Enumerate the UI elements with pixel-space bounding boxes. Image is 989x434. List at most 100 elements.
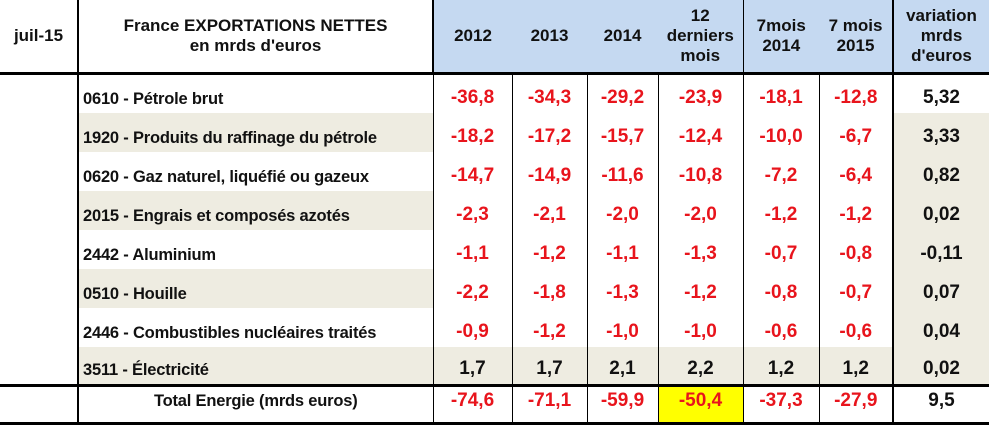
value-cell: -0,8: [743, 268, 820, 308]
total-value-cell: -59,9: [587, 384, 659, 425]
value-cell: -1,2: [512, 229, 588, 269]
variation-cell: 0,07: [892, 268, 989, 308]
date-cell: [0, 112, 79, 152]
title-header: France EXPORTATIONS NETTES en mrds d'eur…: [78, 0, 434, 75]
column-header-line: 7 mois: [828, 16, 883, 35]
value-cell: 2,2: [658, 346, 744, 386]
value-cell: -1,3: [658, 229, 744, 269]
date-header: juil-15: [0, 0, 79, 75]
table-row: 0510 - Houille -2,2 -1,8 -1,3 -1,2 -0,8 -0,7 0,…: [0, 268, 989, 308]
table-row: 0620 - Gaz naturel, liquéfié ou gazeux -1…: [0, 151, 989, 191]
row-label: 2446 - Combustibles nucléaires traités: [78, 307, 434, 347]
value-cell: -14,7: [433, 151, 513, 191]
value-cell: -23,9: [658, 73, 744, 113]
total-value-cell: -71,1: [512, 384, 588, 425]
value-cell: -0,6: [743, 307, 820, 347]
row-label: 0610 - Pétrole brut: [78, 73, 434, 113]
column-header-line: d'euros: [911, 46, 972, 65]
value-cell: -1,2: [819, 190, 894, 230]
row-label: 0510 - Houille: [78, 268, 434, 308]
table-row: 3511 - Électricité 1,7 1,7 2,1 2,2 1,2 1,2 0,02: [0, 346, 989, 386]
value-cell: -10,8: [658, 151, 744, 191]
total-value-cell: -50,4: [658, 384, 744, 425]
value-cell: -0,6: [819, 307, 894, 347]
total-row: Total Energie (mrds euros) -74,6 -71,1 -59,…: [0, 384, 989, 425]
value-cell: -1,1: [433, 229, 513, 269]
date-cell: [0, 307, 79, 347]
variation-cell: 5,32: [892, 73, 989, 113]
column-header-line: 2014: [603, 26, 642, 45]
column-header-line: 7mois: [756, 16, 806, 35]
value-cell: -2,0: [658, 190, 744, 230]
value-cell: 1,2: [743, 346, 820, 386]
column-header: 2012: [433, 0, 512, 75]
value-cell: -36,8: [433, 73, 513, 113]
date-cell: [0, 73, 79, 113]
variation-cell: -0,11: [892, 229, 989, 269]
row-label: 1920 - Produits du raffinage du pétrole: [78, 112, 434, 152]
value-cell: -1,0: [587, 307, 659, 347]
column-header: 2013: [512, 0, 587, 75]
value-cell: -6,7: [819, 112, 894, 152]
value-cell: -0,8: [819, 229, 894, 269]
value-cell: -17,2: [512, 112, 588, 152]
column-header: variation mrds d'euros: [892, 0, 989, 75]
date-cell: [0, 346, 79, 386]
total-label: Total Energie (mrds euros): [78, 384, 434, 425]
table-row: 2446 - Combustibles nucléaires traités -0…: [0, 307, 989, 347]
variation-cell: 0,02: [892, 190, 989, 230]
column-header-line: 2014: [762, 36, 801, 55]
value-cell: -15,7: [587, 112, 659, 152]
column-header-line: 12: [690, 6, 710, 25]
value-cell: -18,1: [743, 73, 820, 113]
column-header: 7 mois 2015: [819, 0, 894, 75]
date-cell: [0, 190, 79, 230]
value-cell: -1,3: [587, 268, 659, 308]
title-line-1: France EXPORTATIONS NETTES: [123, 16, 388, 35]
column-header: 7mois 2014: [743, 0, 819, 75]
total-variation-cell: 9,5: [892, 384, 989, 425]
title-line-2: en mrds d'euros: [189, 36, 322, 55]
value-cell: -12,8: [819, 73, 894, 113]
header-row: juil-15 France EXPORTATIONS NETTES en mr…: [0, 0, 989, 75]
value-cell: -1,2: [658, 268, 744, 308]
column-header-line: mrds: [920, 26, 963, 45]
value-cell: -1,2: [743, 190, 820, 230]
total-value-cell: -74,6: [433, 384, 513, 425]
value-cell: -0,7: [819, 268, 894, 308]
variation-cell: 0,82: [892, 151, 989, 191]
total-value-cell: -27,9: [819, 384, 894, 425]
value-cell: -0,9: [433, 307, 513, 347]
row-label: 0620 - Gaz naturel, liquéfié ou gazeux: [78, 151, 434, 191]
value-cell: -1,8: [512, 268, 588, 308]
value-cell: -0,7: [743, 229, 820, 269]
date-cell: [0, 384, 79, 425]
value-cell: 1,7: [512, 346, 588, 386]
table-row: 2442 - Aluminium -1,1 -1,2 -1,1 -1,3 -0,7 -0,8…: [0, 229, 989, 269]
value-cell: -2,0: [587, 190, 659, 230]
value-cell: -10,0: [743, 112, 820, 152]
column-header-line: 2013: [530, 26, 569, 45]
table-row: 2015 - Engrais et composés azotés -2,3 -2,…: [0, 190, 989, 230]
table-row: 0610 - Pétrole brut -36,8 -34,3 -29,2 -23,9-…: [0, 73, 989, 113]
energy-net-exports-table: juil-15 France EXPORTATIONS NETTES en mr…: [0, 0, 989, 425]
column-header-line: mois: [680, 46, 721, 65]
column-header: 2014: [587, 0, 658, 75]
value-cell: 1,7: [433, 346, 513, 386]
value-cell: -34,3: [512, 73, 588, 113]
value-cell: -6,4: [819, 151, 894, 191]
value-cell: -7,2: [743, 151, 820, 191]
column-header-line: 2012: [454, 26, 492, 45]
value-cell: -2,1: [512, 190, 588, 230]
value-cell: -1,2: [512, 307, 588, 347]
date-cell: [0, 229, 79, 269]
value-cell: 1,2: [819, 346, 894, 386]
row-label: 2015 - Engrais et composés azotés: [78, 190, 434, 230]
column-header-line: variation: [906, 6, 977, 25]
row-label: 2442 - Aluminium: [78, 229, 434, 269]
value-cell: -11,6: [587, 151, 659, 191]
table-row: 1920 - Produits du raffinage du pétrole -…: [0, 112, 989, 152]
variation-cell: 0,04: [892, 307, 989, 347]
variation-cell: 0,02: [892, 346, 989, 386]
value-cell: 2,1: [587, 346, 659, 386]
